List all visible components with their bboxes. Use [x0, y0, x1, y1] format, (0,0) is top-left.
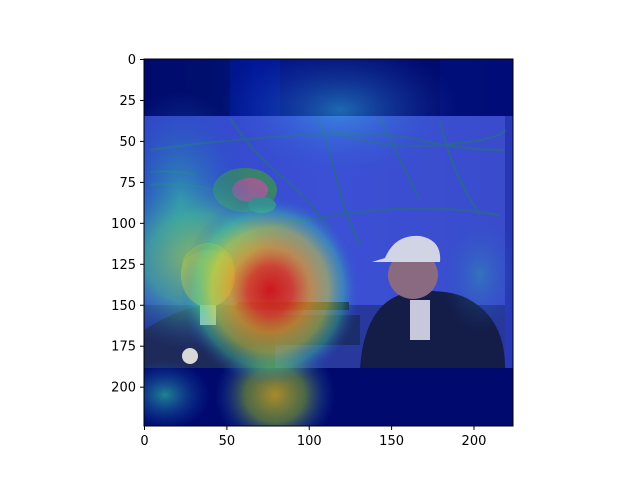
- y-tick-label: 0: [128, 53, 136, 68]
- y-tick-label: 75: [119, 176, 136, 191]
- heatmap-image: [144, 59, 513, 426]
- y-axis: 0 25 50 75 100 125 150 175 200: [111, 53, 144, 396]
- y-tick-label: 150: [111, 299, 136, 314]
- x-tick-label: 100: [297, 434, 322, 449]
- y-tick-label: 200: [111, 381, 136, 396]
- x-tick-label: 50: [219, 434, 236, 449]
- y-tick-label: 100: [111, 217, 136, 232]
- x-axis: 0 50 100 150 200: [140, 426, 486, 449]
- axes-frame: [143, 58, 514, 427]
- y-tick-label: 125: [111, 258, 136, 273]
- y-tick-label: 50: [119, 135, 136, 150]
- y-tick-label: 25: [119, 94, 136, 109]
- x-tick-label: 200: [462, 434, 487, 449]
- x-tick-label: 150: [379, 434, 404, 449]
- y-tick-label: 175: [111, 340, 136, 355]
- x-tick-label: 0: [140, 434, 148, 449]
